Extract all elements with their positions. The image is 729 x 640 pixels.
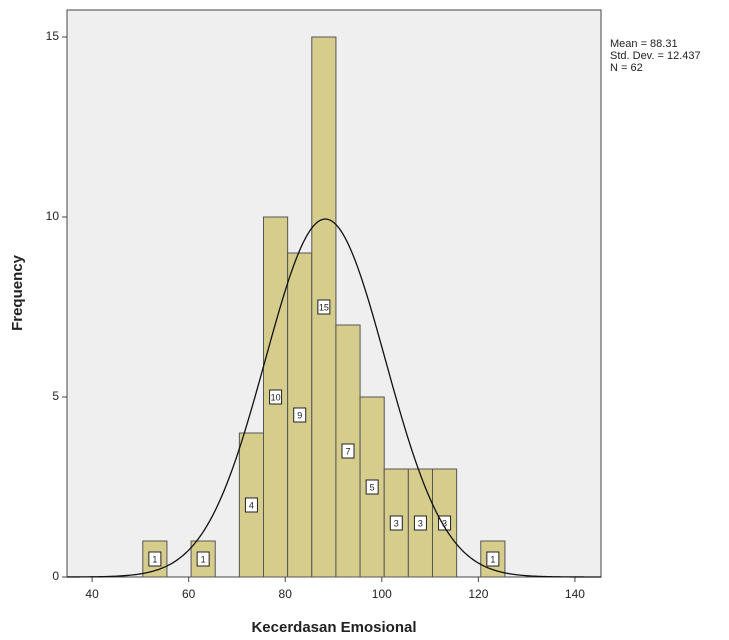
value-label: 3 xyxy=(442,518,447,528)
value-label-box xyxy=(413,515,427,531)
stat-label: Mean = 88.31 xyxy=(610,38,678,50)
y-tick-label: 10 xyxy=(46,209,60,223)
stat-label: N = 62 xyxy=(610,62,643,74)
value-label: 1 xyxy=(152,554,157,564)
value-label: 4 xyxy=(249,500,254,510)
y-tick-label: 0 xyxy=(52,569,59,583)
value-label: 9 xyxy=(297,410,302,420)
value-label-box xyxy=(269,389,283,405)
value-label-box xyxy=(196,551,210,567)
value-label: 3 xyxy=(394,518,399,528)
value-label-box xyxy=(486,551,500,567)
value-label: 7 xyxy=(345,446,350,456)
y-axis-title: Frequency xyxy=(9,254,26,331)
value-label: 1 xyxy=(201,554,206,564)
x-tick-label: 80 xyxy=(279,587,293,601)
value-label-box xyxy=(244,497,258,513)
value-label: 5 xyxy=(370,482,375,492)
x-tick-label: 120 xyxy=(468,587,488,601)
value-label-box xyxy=(148,551,162,567)
value-label: 10 xyxy=(271,392,281,402)
value-label-box xyxy=(317,299,331,315)
x-tick-label: 140 xyxy=(565,587,585,601)
value-label-box xyxy=(438,515,452,531)
y-tick-label: 15 xyxy=(46,29,60,43)
x-axis-title: Kecerdasan Emosional xyxy=(251,619,416,636)
value-label-box xyxy=(389,515,403,531)
value-label-box xyxy=(341,443,355,459)
value-label-box xyxy=(365,479,379,495)
x-tick-label: 40 xyxy=(85,587,99,601)
x-tick-label: 100 xyxy=(372,587,392,601)
normal-curve xyxy=(66,218,601,578)
y-tick-label: 5 xyxy=(52,389,59,403)
value-label: 1 xyxy=(490,554,495,564)
value-label: 15 xyxy=(319,302,329,312)
stat-label: Std. Dev. = 12.437 xyxy=(610,50,701,62)
x-tick-label: 60 xyxy=(182,587,196,601)
value-label: 3 xyxy=(418,518,423,528)
value-label-box xyxy=(293,407,307,423)
